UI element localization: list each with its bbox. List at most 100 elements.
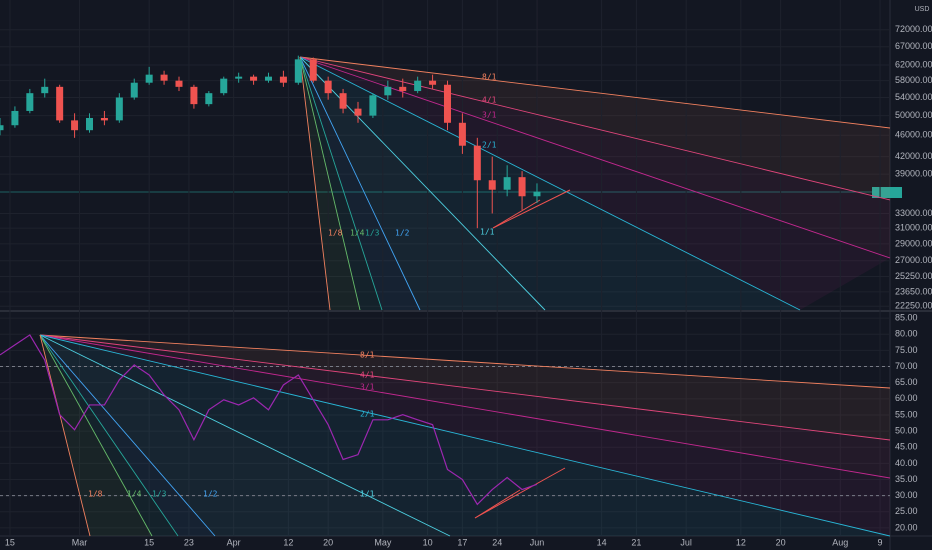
y-tick-label: 85.00: [895, 313, 918, 323]
candle-body: [369, 95, 377, 116]
y-tick-label: 27000.00: [895, 255, 932, 265]
trend-line: [492, 189, 571, 229]
candle-body: [56, 86, 64, 121]
y-tick-label: 67000.00: [895, 41, 932, 51]
fan-label: 1/1: [360, 490, 375, 499]
x-tick-label: Jul: [680, 537, 692, 547]
trend-line: [474, 489, 521, 519]
fan-label: 1/3: [152, 490, 167, 499]
y-tick-label: 33000.00: [895, 208, 932, 218]
candle-body: [41, 86, 49, 94]
y-tick-label: 55.00: [895, 409, 918, 419]
candle-body: [294, 59, 302, 83]
fan-label: 1/1: [480, 228, 495, 237]
candle-body: [458, 122, 466, 146]
x-tick-label: Jun: [530, 537, 545, 547]
fan-ray: [39, 334, 891, 389]
fan-ray: [39, 334, 216, 537]
fan-label: 1/4: [127, 490, 142, 499]
y-tick-label: 50000.00: [895, 110, 932, 120]
y-tick-label: 54000.00: [895, 92, 932, 102]
y-tick-label: 60.00: [895, 393, 918, 403]
candle-body: [429, 80, 437, 85]
y-tick-label: 42000.00: [895, 151, 932, 161]
candle-body: [26, 93, 34, 111]
y-tick-label: 39000.00: [895, 168, 932, 178]
fan-label: 1/2: [203, 490, 218, 499]
fan-ray: [39, 334, 891, 441]
fan-ray: [299, 56, 801, 311]
fan-ray: [39, 334, 891, 479]
candle-body: [503, 177, 511, 190]
x-tick-label: 12: [283, 537, 293, 547]
y-tick-label: 62000.00: [895, 59, 932, 69]
y-tick-label: 29000.00: [895, 238, 932, 248]
x-tick-label: Apr: [227, 537, 241, 547]
x-tick-label: 15: [144, 537, 154, 547]
candle-body: [250, 76, 258, 81]
candle-body: [309, 59, 317, 81]
fan-label: 3/1: [360, 383, 375, 392]
y-tick-label: 30.00: [895, 490, 918, 500]
fan-label: 1/2: [395, 229, 410, 238]
fan-label: 2/1: [482, 141, 497, 150]
fan-ray: [39, 334, 179, 537]
trend-line: [474, 467, 566, 519]
candle-body: [384, 86, 392, 96]
x-tick-label: Mar: [72, 537, 88, 547]
fan-label: 8/1: [482, 73, 497, 82]
candle-body: [220, 78, 228, 94]
currency: USD: [915, 6, 930, 13]
y-tick-label: 22250.00: [895, 301, 932, 311]
fan-ray: [299, 56, 383, 311]
x-tick-label: 21: [631, 537, 641, 547]
candle-body: [145, 74, 153, 83]
fan-ray: [39, 334, 891, 537]
y-tick-label: 40.00: [895, 458, 918, 468]
y-tick-label: 46000.00: [895, 130, 932, 140]
x-tick-label: 17: [457, 537, 467, 547]
y-tick-label: 58000.00: [895, 75, 932, 85]
fan-ray: [299, 56, 891, 201]
y-tick-label: 20.00: [895, 522, 918, 532]
y-tick-label: 25.00: [895, 506, 918, 516]
fan-label: 4/1: [482, 96, 497, 105]
x-tick-label: 20: [323, 537, 333, 547]
candle-body: [264, 76, 272, 81]
candle-body: [324, 80, 332, 94]
y-tick-label: 65.00: [895, 377, 918, 387]
fan-ray: [39, 334, 451, 537]
fan-ray: [39, 334, 153, 537]
y-tick-label: 35.00: [895, 474, 918, 484]
x-tick-label: 23: [184, 537, 194, 547]
candle-body: [115, 97, 123, 121]
y-tick-label: 23650.00: [895, 286, 932, 296]
fan-ray: [299, 56, 421, 311]
y-tick-label: 72000.00: [895, 24, 932, 34]
candle-body: [160, 74, 168, 81]
last-price-box: [872, 187, 902, 198]
y-tick-label: 80.00: [895, 329, 918, 339]
trend-line: [492, 199, 541, 229]
fan-label: 2/1: [360, 410, 375, 419]
candle-body: [399, 86, 407, 92]
fan-label: 1/8: [88, 490, 103, 499]
candle-body: [85, 117, 93, 131]
candle-body: [414, 80, 422, 92]
candle-body: [518, 177, 526, 197]
candle-body: [205, 93, 213, 105]
y-tick-label: 25250.00: [895, 271, 932, 281]
x-tick-label: 9: [878, 537, 883, 547]
y-tick-label: 70.00: [895, 361, 918, 371]
x-tick-label: 20: [776, 537, 786, 547]
candle-body: [488, 180, 496, 190]
x-tick-label: May: [374, 537, 392, 547]
candle-body: [279, 76, 287, 83]
x-tick-label: 15: [5, 537, 15, 547]
candle-body: [235, 76, 243, 79]
y-tick-label: 75.00: [895, 345, 918, 355]
x-tick-label: 12: [736, 537, 746, 547]
candle-body: [339, 93, 347, 109]
